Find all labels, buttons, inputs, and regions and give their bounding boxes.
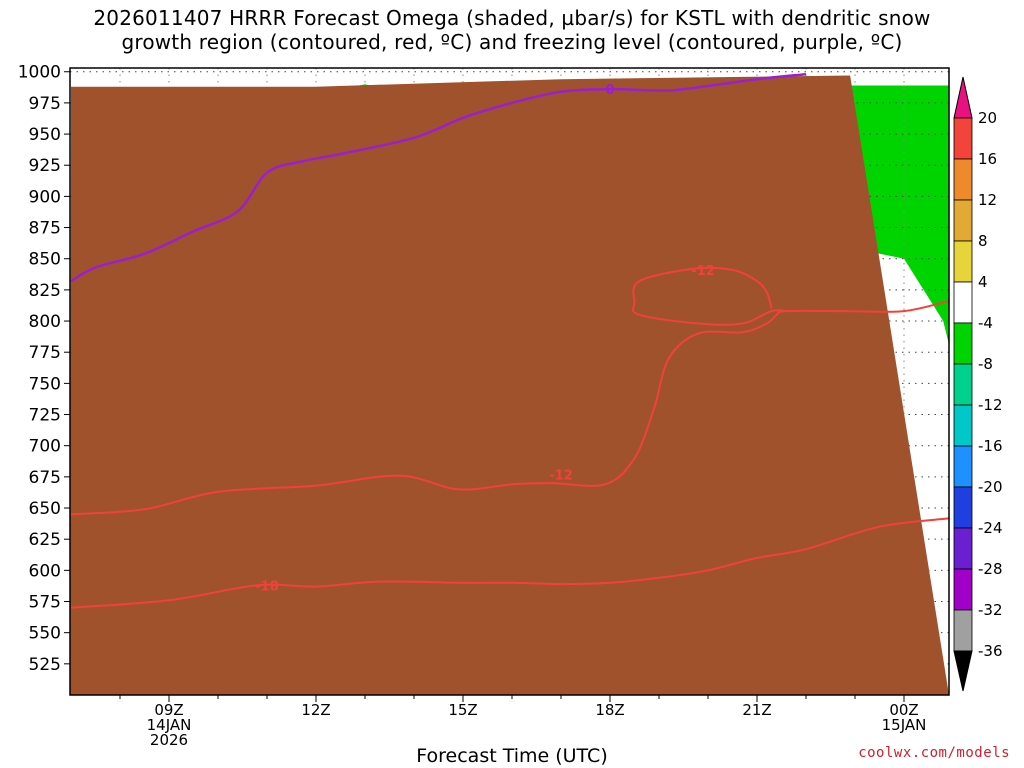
ytick-label-850: 850	[29, 250, 61, 270]
colorbar-label-12: -32	[978, 601, 1003, 619]
colorbar-label-5: -4	[978, 314, 993, 332]
colorbar-label-0: 20	[978, 109, 997, 127]
xtick-label-9-0: 09Z	[154, 701, 183, 719]
colorbar-label-8: -16	[978, 437, 1003, 455]
ytick-label-975: 975	[29, 94, 61, 114]
xtick-label-9-1: 14JAN	[147, 716, 192, 734]
colorbar-below-arrow	[953, 650, 973, 692]
colorbar-label-1: 16	[978, 150, 997, 168]
ground-fill	[70, 75, 949, 695]
dgz-contour-0	[70, 517, 949, 609]
ytick-label-600: 600	[29, 561, 61, 581]
ytick-label-750: 750	[29, 374, 61, 394]
xtick-label-21-0: 21Z	[742, 701, 771, 719]
ground-layer	[70, 75, 949, 695]
colorbar-label-9: -20	[978, 478, 1003, 496]
dgz-label-2: -12	[691, 264, 715, 279]
dgz-label-0: -18	[255, 579, 279, 594]
colorbar-bin-3	[953, 240, 973, 283]
freezing-label: 0	[605, 83, 614, 98]
credit-text: coolwx.com/models	[858, 745, 1010, 761]
colorbar-label-4: 4	[978, 273, 988, 291]
chart-title-line-2: growth region (contoured, red, ºC) and f…	[121, 30, 903, 54]
y-axis: 525 550 575 600 625 650 675 700 725 750 775 800 825 8…	[18, 63, 70, 675]
ytick-label-550: 550	[29, 624, 61, 644]
xtick-label-24-1: 15JAN	[882, 716, 927, 734]
xtick-label-24-0: 00Z	[889, 701, 918, 719]
colorbar-label-11: -28	[978, 560, 1003, 578]
colorbar-bin-2	[953, 199, 973, 242]
colorbar: 20 16 12 8 4 -4 -8 -12 -16 -20 -24 -28 -32 -36	[953, 76, 1003, 692]
ytick-label-575: 575	[29, 593, 61, 613]
x-axis-label: Forecast Time (UTC)	[416, 745, 608, 767]
ytick-label-625: 625	[29, 530, 61, 550]
ytick-label-950: 950	[29, 125, 61, 145]
ytick-label-800: 800	[29, 312, 61, 332]
ytick-label-525: 525	[29, 655, 61, 675]
xtick-label-15-0: 15Z	[448, 701, 477, 719]
colorbar-bin-5	[953, 322, 973, 365]
colorbar-label-6: -8	[978, 355, 993, 373]
xtick-label-12-0: 12Z	[301, 701, 330, 719]
chart-title-line-1: 2026011407 HRRR Forecast Omega (shaded, …	[93, 6, 931, 30]
colorbar-label-13: -36	[978, 642, 1003, 660]
ytick-label-775: 775	[29, 343, 61, 363]
colorbar-bin-6	[953, 363, 973, 406]
ytick-label-925: 925	[29, 156, 61, 176]
colorbar-bin-1	[953, 158, 973, 201]
colorbar-bin-8	[953, 445, 973, 488]
colorbar-above-arrow	[953, 76, 973, 119]
colorbar-bin-9	[953, 486, 973, 529]
colorbar-bin-0	[953, 117, 973, 160]
colorbar-bin-11	[953, 568, 973, 611]
ytick-label-700: 700	[29, 437, 61, 457]
colorbar-bin-4	[953, 281, 973, 324]
colorbar-bin-7	[953, 404, 973, 447]
colorbar-label-7: -12	[978, 396, 1003, 414]
dgz-label-1: -12	[549, 468, 573, 483]
freezing-contour	[70, 72, 807, 283]
ytick-label-675: 675	[29, 468, 61, 488]
colorbar-label-10: -24	[978, 519, 1003, 537]
dgz-contour-2	[631, 266, 787, 326]
contours: -18 -12 -12 0	[70, 72, 949, 609]
xtick-label-18-0: 18Z	[595, 701, 624, 719]
ytick-label-1000: 1000	[18, 63, 61, 83]
dgz-contour-1	[70, 299, 949, 516]
ytick-label-650: 650	[29, 499, 61, 519]
chart-title: 2026011407 HRRR Forecast Omega (shaded, …	[0, 6, 1024, 54]
ytick-label-725: 725	[29, 406, 61, 426]
plot-frame	[69, 67, 950, 696]
colorbar-label-3: 8	[978, 232, 988, 250]
ytick-label-900: 900	[29, 187, 61, 207]
colorbar-bin-10	[953, 527, 973, 570]
ytick-label-825: 825	[29, 281, 61, 301]
ytick-label-875: 875	[29, 219, 61, 239]
colorbar-label-2: 12	[978, 191, 997, 209]
xtick-label-9-2: 2026	[150, 731, 188, 749]
colorbar-bin-12	[953, 609, 973, 652]
